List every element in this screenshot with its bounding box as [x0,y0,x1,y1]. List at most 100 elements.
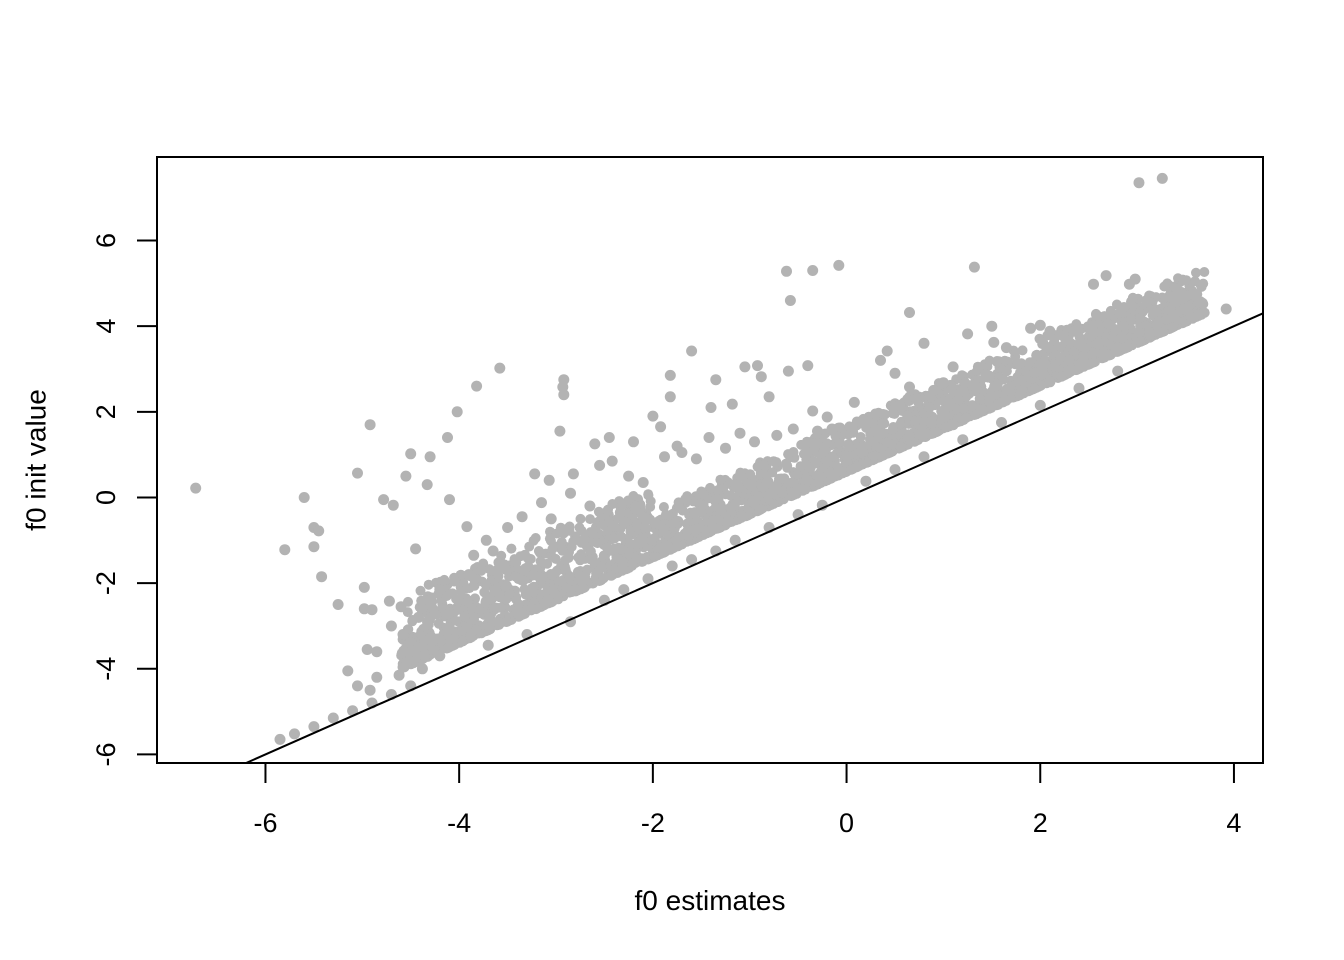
cloud-point [1127,292,1138,303]
cloud-point [577,536,588,546]
data-point [378,494,390,506]
x-tick-label: 0 [839,808,854,838]
cloud-point [585,514,596,525]
cloud-point [946,380,957,390]
data-point [1063,354,1075,366]
cloud-point [1190,276,1200,287]
data-point [1068,325,1080,337]
cloud-point [441,591,452,601]
cloud-point [895,419,906,430]
cloud-point [1068,347,1079,358]
cloud-point [404,647,415,658]
cloud-point [746,481,757,492]
data-point [416,663,428,675]
data-point [1112,365,1124,377]
cloud-point [602,542,612,553]
cloud-point [998,374,1009,385]
data-point [918,451,930,463]
data-point [642,573,654,585]
cloud-point [480,579,491,590]
data-point [463,569,475,581]
data-point [342,665,354,677]
data-point [904,307,915,318]
cloud-point [921,428,932,439]
data-point [771,429,783,441]
data-point [947,361,959,373]
cloud-point [813,477,824,488]
cloud-point [542,586,553,597]
cloud-point [1088,320,1099,330]
y-tick-label: 2 [91,404,121,419]
cloud-point [698,489,709,500]
cloud-point [574,570,585,581]
cloud-point [973,363,984,374]
cloud-point [419,652,430,663]
cloud-point [1193,309,1204,320]
cloud-point [774,473,784,484]
cloud-point [1029,383,1040,394]
data-point [1034,319,1046,331]
cloud-point [443,642,454,653]
cloud-point [855,446,866,457]
data-point [461,521,473,533]
cloud-point [1118,321,1129,332]
data-point [358,581,370,593]
data-point [361,644,373,655]
cloud-point [694,522,705,533]
cloud-point [1148,306,1159,317]
cloud-point [630,504,641,515]
data-point [618,584,630,596]
data-point [729,534,741,546]
y-axis: -6 -4 -2 0 2 4 6 [91,233,158,766]
data-point [655,421,667,433]
data-point [881,345,893,357]
data-point [545,513,557,525]
x-tick-label: 2 [1033,808,1048,838]
data-point [400,470,412,482]
data-point [910,393,922,405]
cloud-point [696,507,707,518]
data-point [313,525,325,537]
cloud-point [412,649,423,660]
data-point [364,684,376,696]
cloud-point [880,409,890,420]
cloud-point [822,438,833,449]
data-point [327,712,339,724]
data-point [448,575,460,587]
data-point [410,543,422,555]
data-point [1133,177,1145,189]
cloud-point [484,564,495,575]
data-point [589,438,601,450]
cloud-point [469,614,479,625]
cloud-point [523,561,534,572]
cloud-point [631,519,642,530]
cloud-point [626,539,637,550]
cloud-point [616,544,627,555]
cloud-point [771,457,782,468]
cloud-point [495,592,505,603]
cloud-point [986,402,997,413]
data-point [637,477,649,488]
cloud-point [782,462,793,473]
cloud-point [671,541,682,552]
cloud-point [953,394,964,405]
data-point [889,367,901,379]
cloud-point [755,504,766,515]
data-point [703,432,715,443]
cloud-point [539,598,550,609]
data-point [957,384,969,396]
cloud-point [715,503,726,514]
data-point [289,728,300,740]
data-point [565,487,576,499]
cloud-point [455,586,466,597]
cloud-point [658,545,669,556]
data-point [371,671,383,683]
cloud-point [887,408,898,419]
cloud-point [1191,267,1201,278]
data-point [332,599,344,610]
cloud-point [417,603,428,614]
x-axis: -6 -4 -2 0 2 4 [253,762,1241,838]
cloud-point [767,481,778,492]
data-point [434,584,446,596]
cloud-point [499,559,510,570]
